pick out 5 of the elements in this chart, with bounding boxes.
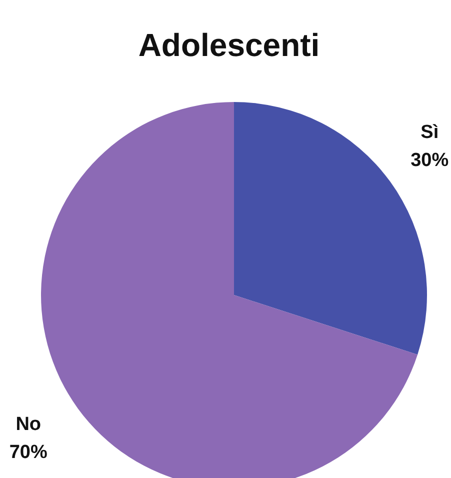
data-label: 30% xyxy=(410,150,449,172)
slice-label: Sì xyxy=(420,122,439,144)
chart-title: Adolescenti xyxy=(138,27,320,63)
slice-label: No xyxy=(16,414,42,435)
data-label: 70% xyxy=(9,442,48,463)
